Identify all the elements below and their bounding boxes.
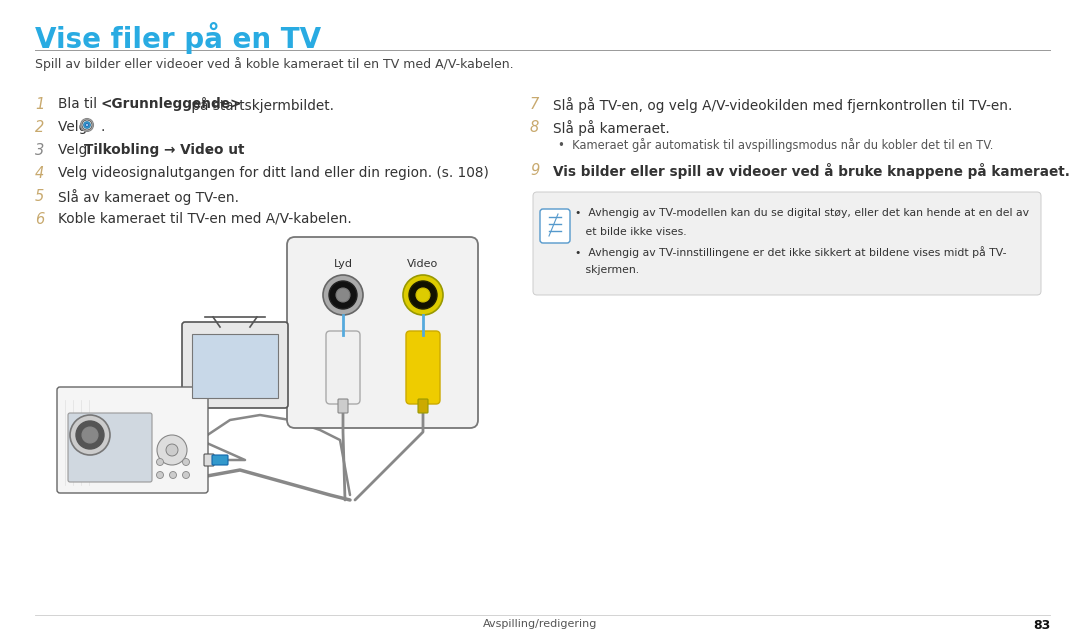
Text: Koble kameraet til TV-en med A/V-kabelen.: Koble kameraet til TV-en med A/V-kabelen… (58, 212, 352, 226)
Text: Tilkobling → Video ut: Tilkobling → Video ut (84, 143, 245, 157)
Circle shape (416, 288, 430, 302)
Text: 8: 8 (530, 120, 539, 135)
FancyBboxPatch shape (183, 322, 288, 408)
Circle shape (329, 281, 357, 309)
Circle shape (82, 427, 98, 443)
Text: et bilde ikke vises.: et bilde ikke vises. (575, 227, 687, 237)
Text: •  Avhengig av TV-modellen kan du se digital støy, eller det kan hende at en del: • Avhengig av TV-modellen kan du se digi… (575, 208, 1029, 218)
Circle shape (76, 421, 104, 449)
Text: Slå av kameraet og TV-en.: Slå av kameraet og TV-en. (58, 189, 239, 205)
FancyBboxPatch shape (418, 399, 428, 413)
Text: Slå på kameraet.: Slå på kameraet. (553, 120, 670, 136)
Circle shape (336, 288, 350, 302)
Text: 4: 4 (35, 166, 44, 181)
Circle shape (82, 120, 92, 130)
Text: •  Avhengig av TV-innstillingene er det ikke sikkert at bildene vises midt på TV: • Avhengig av TV-innstillingene er det i… (575, 246, 1007, 258)
Circle shape (157, 459, 163, 466)
Circle shape (157, 435, 187, 465)
FancyBboxPatch shape (534, 192, 1041, 295)
Text: Video: Video (407, 259, 438, 269)
Text: Vise filer på en TV: Vise filer på en TV (35, 22, 321, 54)
Text: Velg videosignalutgangen for ditt land eller din region. (s. 108): Velg videosignalutgangen for ditt land e… (58, 166, 489, 180)
Circle shape (409, 281, 437, 309)
Text: Velg: Velg (58, 120, 92, 134)
Circle shape (183, 459, 189, 466)
Text: 2: 2 (35, 120, 44, 135)
FancyBboxPatch shape (406, 331, 440, 404)
FancyBboxPatch shape (338, 399, 348, 413)
Circle shape (81, 118, 94, 132)
FancyBboxPatch shape (287, 237, 478, 428)
Text: 7: 7 (530, 97, 539, 112)
Circle shape (157, 471, 163, 479)
Circle shape (70, 415, 110, 455)
Text: Avspilling/redigering: Avspilling/redigering (483, 619, 597, 629)
FancyBboxPatch shape (540, 209, 570, 243)
Circle shape (85, 123, 89, 127)
Circle shape (83, 122, 91, 129)
FancyBboxPatch shape (326, 331, 360, 404)
Text: Vis bilder eller spill av videoer ved å bruke knappene på kameraet.: Vis bilder eller spill av videoer ved å … (553, 163, 1070, 179)
Text: på startskjermbildet.: på startskjermbildet. (187, 97, 334, 113)
Text: 83: 83 (1032, 619, 1050, 630)
Circle shape (323, 275, 363, 315)
Text: Slå på TV-en, og velg A/V-videokilden med fjernkontrollen til TV-en.: Slå på TV-en, og velg A/V-videokilden me… (553, 97, 1012, 113)
Text: 5: 5 (35, 189, 44, 204)
Text: .: . (205, 143, 211, 157)
Text: <Grunnleggende>: <Grunnleggende> (100, 97, 242, 111)
Circle shape (166, 444, 178, 456)
FancyBboxPatch shape (192, 334, 278, 398)
FancyBboxPatch shape (57, 387, 208, 493)
FancyBboxPatch shape (212, 455, 228, 465)
FancyBboxPatch shape (204, 454, 214, 466)
Text: Lyd: Lyd (334, 259, 352, 269)
Circle shape (403, 275, 443, 315)
Text: 1: 1 (35, 97, 44, 112)
Text: skjermen.: skjermen. (575, 265, 639, 275)
Text: 3: 3 (35, 143, 44, 158)
Circle shape (183, 471, 189, 479)
Text: Spill av bilder eller videoer ved å koble kameraet til en TV med A/V-kabelen.: Spill av bilder eller videoer ved å kobl… (35, 57, 514, 71)
Text: •  Kameraet går automatisk til avspillingsmodus når du kobler det til en TV.: • Kameraet går automatisk til avspilling… (558, 138, 994, 152)
Text: Velg: Velg (58, 143, 92, 157)
Text: 6: 6 (35, 212, 44, 227)
Text: .: . (102, 120, 106, 134)
FancyBboxPatch shape (68, 413, 152, 482)
Text: 9: 9 (530, 163, 539, 178)
Circle shape (170, 471, 176, 479)
Text: Bla til: Bla til (58, 97, 102, 111)
